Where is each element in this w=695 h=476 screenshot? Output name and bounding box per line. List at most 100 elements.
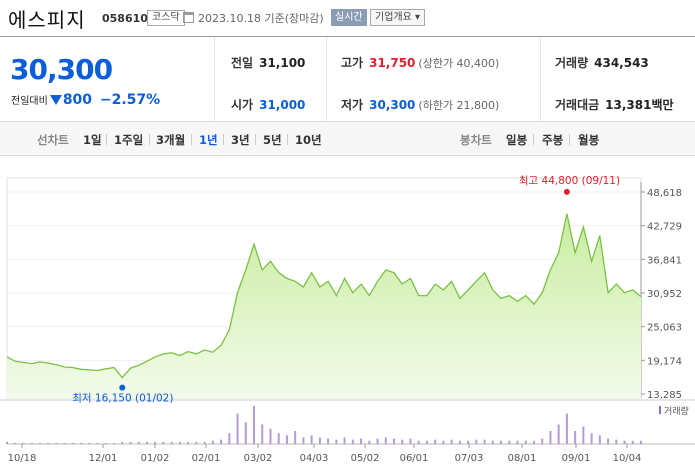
volume-bar [96,442,99,444]
volume-legend-swatch [659,406,661,414]
base-date: 2023.10.18 기준(장마감) [198,12,324,25]
candle-weekly[interactable]: 주봉 [542,133,564,147]
y-tick-label: 42,729 [647,222,682,233]
title-bar: 에스피지 058610 코스닥 2023.10.18 기준(장마감) 실시간 기… [0,0,695,36]
volume-bar [244,422,247,444]
volume-bar [22,442,25,444]
volume-bar [6,441,8,444]
volume-bar [590,433,593,444]
stat-label: 전일 [231,56,254,70]
volume-bar [211,440,214,444]
volume-bar [178,441,181,444]
stat-label: 저가 [341,98,364,112]
candle-daily[interactable]: 일봉 [506,133,528,147]
volume-bar [532,440,535,444]
x-tick-label: 01/02 [141,453,170,464]
separator [255,134,256,145]
volume-bar [458,440,461,444]
volume-bar [88,442,91,444]
x-tick-label: 04/03 [300,453,329,464]
volume-bar [549,430,552,444]
stat-value: 13,381 [605,98,652,112]
period-1d[interactable]: 1일 [83,133,102,147]
volume-bar [467,440,470,444]
volume-bar [450,439,453,444]
period-3m[interactable]: 3개월 [156,133,186,147]
volume-bar [392,438,395,444]
stat-high: 고가 31,750 (상한가 40,400) [341,54,499,71]
separator [533,134,534,145]
volume-bar [80,442,83,444]
calendar-icon [183,12,194,23]
period-3y[interactable]: 3년 [231,133,250,147]
volume-bar [360,438,363,444]
volume-bar [145,441,148,444]
volume-bar [187,441,190,444]
stat-open: 시가 31,000 [231,96,305,113]
volume-bar [615,439,618,444]
volume-bar [71,442,74,444]
stat-label: 고가 [341,56,364,70]
stat-value: 31,000 [259,98,306,112]
volume-bar [170,441,173,444]
down-arrow-icon [49,95,62,105]
y-tick-label: 48,618 [647,188,682,199]
candle-monthly[interactable]: 월봉 [578,133,600,147]
price-chart[interactable]: 48,618 42,729 36,841 30,952 25,063 19,174 13,2… [0,170,695,476]
volume-bar [285,435,288,444]
price-summary: 30,300 전일대비 800 −2.57% 전일 31,100 시가 31,000 … [0,36,695,122]
volume-bar [500,440,503,444]
company-overview-dropdown[interactable]: 기업개요 ▾ [370,9,425,26]
volume-bar [269,428,272,444]
separator [569,134,570,145]
volume-bar [524,440,527,444]
volume-bar [302,437,305,444]
stock-code: 058610 [102,12,148,25]
x-tick-label: 09/01 [562,453,591,464]
volume-bar [491,440,494,444]
volume-bar [351,439,354,444]
volume-bar [631,440,634,444]
volume-bar [623,440,626,444]
volume-bar [541,438,544,444]
stat-value: 30,300 [369,98,416,112]
volume-bar [261,424,264,444]
stat-unit: 백만 [651,98,674,112]
price-chart-svg: 48,618 42,729 36,841 30,952 25,063 19,174 13,2… [0,175,695,464]
x-tick-label: 06/01 [400,453,429,464]
period-1w[interactable]: 1주일 [114,133,144,147]
volume-bar [129,441,132,444]
volume-bar [30,442,33,444]
volume-bar [228,433,231,444]
x-tick-label: 12/01 [89,453,118,464]
volume-bar [220,439,223,444]
period-5y[interactable]: 5년 [263,133,282,147]
x-tick-label: 10/04 [613,453,642,464]
volume-bar [38,442,41,444]
volume-bar [401,439,404,444]
x-tick-label: 10/18 [8,453,37,464]
realtime-button[interactable]: 실시간 [331,9,367,26]
change-value: 800 [62,92,93,108]
price-change: 전일대비 800 −2.57% [11,92,160,108]
candle-chart-label: 봉차트 [460,133,492,147]
divider [540,37,541,122]
separator [106,134,107,145]
x-tick-label: 05/02 [351,453,380,464]
y-tick-label: 13,285 [647,390,682,401]
current-price-box: 30,300 전일대비 800 −2.57% [0,37,215,122]
max-marker [563,188,570,195]
volume-legend-label: 거래량 [664,405,689,417]
period-1y[interactable]: 1년 [199,133,218,147]
volume-bar [376,438,379,444]
x-tick-label: 03/02 [244,453,273,464]
y-tick-label: 30,952 [647,289,682,300]
volume-bar [294,430,297,444]
stock-name: 에스피지 [8,8,86,32]
period-10y[interactable]: 10년 [295,133,322,147]
volume-bar [425,440,428,444]
stat-label: 시가 [231,98,254,112]
volume-bar [195,441,198,444]
separator [149,134,150,145]
volume-bar [47,442,50,444]
